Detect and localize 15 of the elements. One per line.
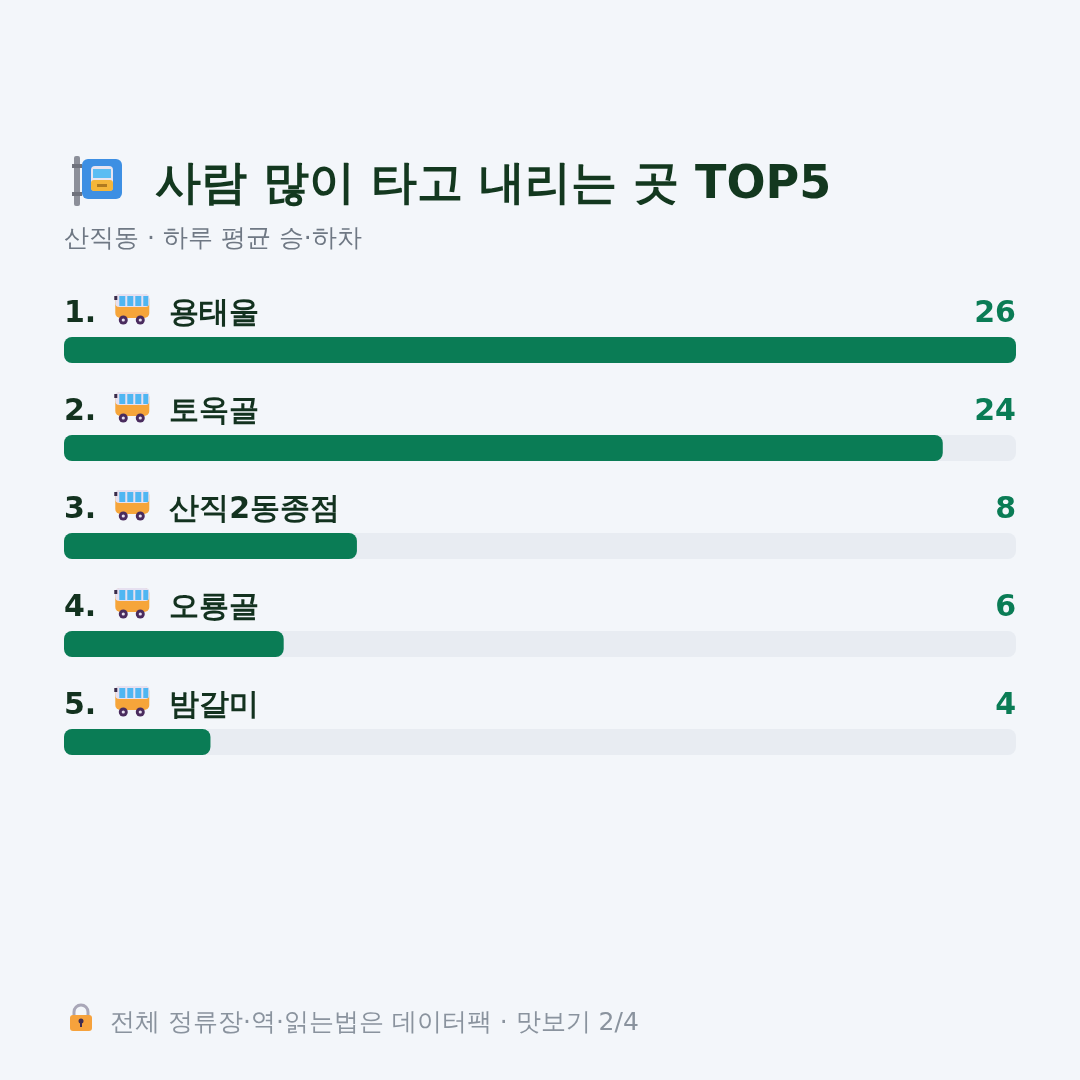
category-label: 1. 용태울 [64,294,260,329]
data-label: 6 [995,588,1016,623]
category-label: 4. 오룡골 [64,588,260,623]
data-label: 26 [974,294,1016,329]
bar [64,729,211,755]
text: 전체 정류장·역·읽는법은 데이터팩 · 맛보기 2/4 [110,1007,639,1036]
chart-subtitle: 산직동 · 하루 평균 승·하차 [64,223,362,252]
data-label: 24 [974,392,1016,427]
data-label: 4 [995,686,1016,721]
bar [64,631,284,657]
category-label: 5. 밤갈미 [64,686,260,721]
data-label: 8 [995,490,1016,525]
category-label: 3. 산직2동종점 [64,490,341,525]
chart-title: 사람 많이 타고 내리는 곳 TOP5 [155,155,832,209]
category-label: 2. 토옥골 [64,392,260,427]
